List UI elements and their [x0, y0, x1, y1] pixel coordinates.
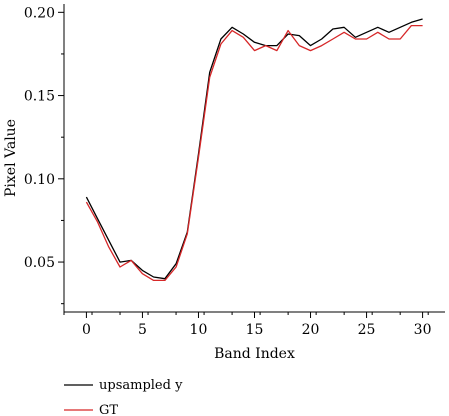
y-tick-label: 0.10: [24, 172, 55, 188]
y-tick-label: 0.05: [24, 255, 55, 271]
x-tick-label: 15: [246, 322, 264, 338]
series-lines: [85, 18, 423, 282]
x-tick-label: 0: [82, 322, 91, 338]
y-axis-label: Pixel Value: [3, 119, 19, 197]
legend: upsampled y GT: [64, 378, 183, 416]
x-tick-label: 25: [358, 322, 376, 338]
x-tick-label: 10: [190, 322, 208, 338]
x-tick-label: 30: [414, 322, 432, 338]
legend-label: GT: [99, 403, 118, 416]
x-axis-label: Band Index: [214, 346, 295, 362]
series-line-gt: [85, 24, 423, 282]
y-tick-label: 0.20: [24, 5, 55, 21]
y-tick-label: 0.15: [24, 89, 55, 105]
x-tick-label: 5: [138, 322, 147, 338]
series-line-upsampled-y: [85, 18, 423, 280]
ticks: 0 5 10 15 20 25 30 0.05 0.10 0.15 0.20: [24, 5, 432, 338]
x-tick-label: 20: [302, 322, 320, 338]
legend-label: upsampled y: [99, 378, 183, 393]
